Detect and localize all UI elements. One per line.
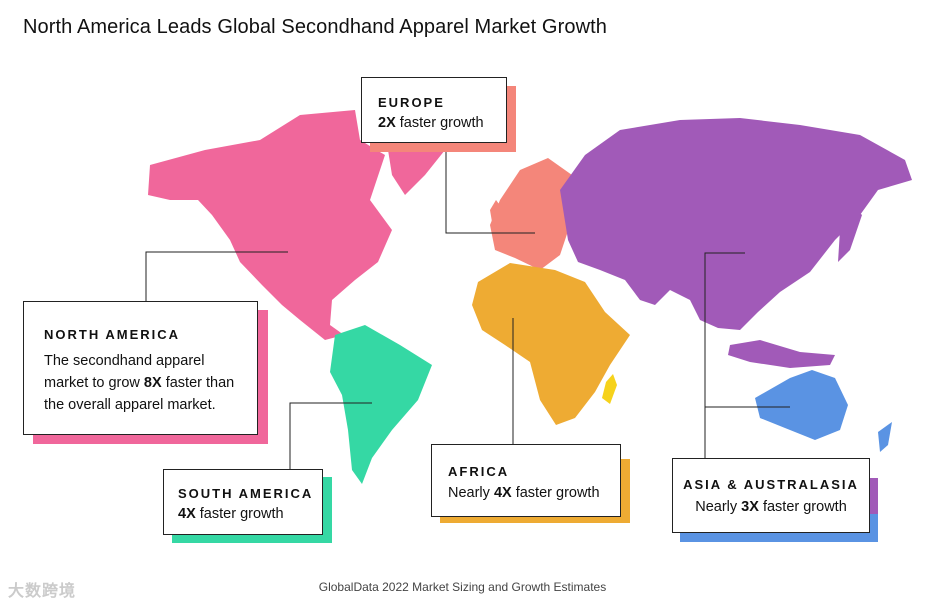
europe-shape — [490, 158, 572, 270]
asia-shape — [560, 118, 912, 330]
north-america-text-line2: market to grow 8X faster than — [44, 375, 235, 391]
africa-region-label: AFRICA — [448, 464, 510, 479]
asia-card-shadow-purple — [870, 478, 878, 514]
asia-australasia-card: ASIA & AUSTRALASIA Nearly 3X faster grow… — [672, 458, 870, 533]
north-america-region-label: NORTH AMERICA — [44, 327, 181, 342]
north-america-leader-line — [145, 251, 288, 302]
south-america-shape — [330, 325, 432, 484]
north-america-text-line3: the overall apparel market. — [44, 397, 216, 413]
asia-australasia-region-label: ASIA & AUSTRALASIA — [683, 477, 859, 492]
africa-card: AFRICA Nearly 4X faster growth — [431, 444, 621, 517]
australia-shape — [755, 370, 848, 440]
new-zealand-shape — [878, 422, 892, 452]
source-footer: GlobalData 2022 Market Sizing and Growth… — [318, 580, 607, 594]
europe-leader-line — [445, 150, 535, 234]
asia-australasia-growth-text: Nearly 3X faster growth — [695, 499, 847, 515]
europe-region-label: EUROPE — [378, 95, 445, 110]
north-america-shape — [148, 110, 392, 340]
south-america-leader-line — [289, 402, 372, 470]
indonesia-shape — [728, 340, 835, 368]
chart-title: North America Leads Global Secondhand Ap… — [23, 16, 607, 38]
europe-card: EUROPE 2X faster growth — [361, 77, 507, 143]
asia-leader-line — [704, 252, 745, 458]
japan-shape — [838, 205, 862, 262]
south-america-region-label: SOUTH AMERICA — [178, 486, 314, 501]
madagascar-shape — [602, 374, 617, 404]
africa-growth-text: Nearly 4X faster growth — [448, 485, 600, 501]
north-america-card: NORTH AMERICA The secondhand apparel mar… — [23, 301, 258, 435]
north-america-text-line1: The secondhand apparel — [44, 353, 205, 369]
europe-growth-text: 2X faster growth — [378, 115, 484, 131]
africa-shape — [472, 263, 630, 425]
watermark-text: 大数跨境 — [8, 583, 77, 600]
uk-shape — [490, 200, 502, 222]
south-america-growth-text: 4X faster growth — [178, 506, 284, 522]
south-america-card: SOUTH AMERICA 4X faster growth — [163, 469, 323, 535]
